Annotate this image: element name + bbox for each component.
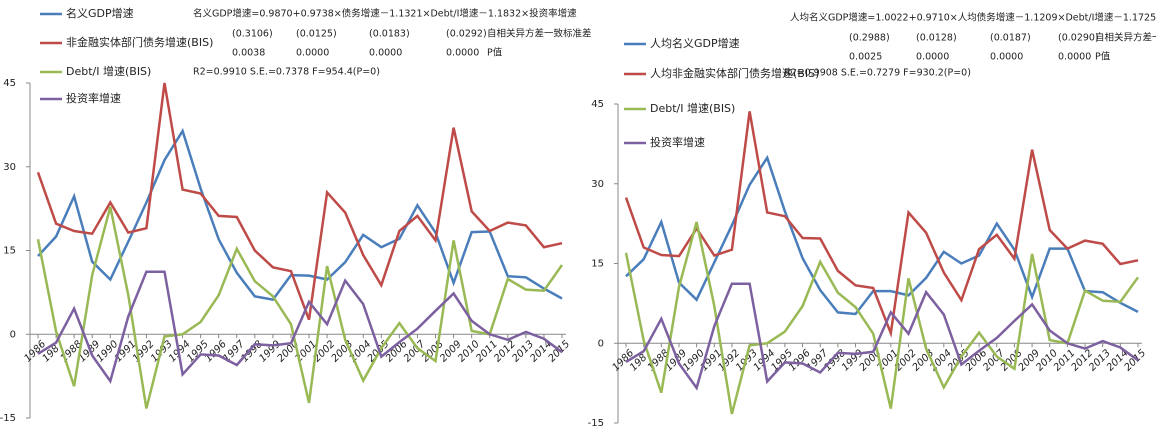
annotation: 0.0000 — [446, 48, 479, 59]
annotation: 0.0000 — [369, 48, 402, 59]
annotation: 人均名义GDP增速=1.0022+0.9710×人均债务增速－1.1209×De… — [790, 12, 1156, 24]
legend-label: Debt/I 增速(BIS) — [650, 101, 735, 115]
series-line — [36, 206, 564, 409]
annotation: (0.0290) — [1058, 33, 1099, 44]
annotation: 0.0038 — [232, 48, 265, 59]
series-line — [624, 111, 1139, 338]
y-tick-label: -15 — [0, 413, 16, 424]
y-tick-label: 15 — [3, 246, 16, 257]
annotation: (0.0187) — [990, 33, 1031, 44]
annotation: P值 — [1095, 51, 1111, 63]
legend-label: 名义GDP增速 — [66, 6, 134, 20]
annotation: (0.3106) — [232, 29, 273, 40]
y-tick-label: 45 — [591, 99, 604, 110]
annotation: (0.2988) — [849, 33, 890, 44]
legend-label: 人均名义GDP增速 — [650, 36, 740, 50]
series-line — [37, 270, 563, 384]
annotation: R2=0.9910 S.E.=0.7378 F=954.4(P=0) — [193, 67, 380, 78]
legend-label: Debt/I 增速(BIS) — [66, 64, 151, 78]
y-tick-label: 15 — [591, 259, 604, 270]
series-line — [625, 282, 1139, 391]
y-tick-label: -15 — [588, 418, 604, 429]
annotation: R2=0.9908 S.E.=0.7279 F=930.2(P=0) — [784, 68, 971, 79]
y-tick-label: 45 — [3, 78, 16, 89]
legend-label: 投资率增速 — [66, 91, 121, 105]
y-tick-label: 0 — [598, 338, 604, 349]
series-line — [625, 154, 1139, 316]
annotation: 自相关异方差一致标准差 — [1095, 32, 1156, 44]
annotation: 自相关异方差一致标准差 — [487, 28, 592, 40]
annotation: 0.0025 — [849, 52, 882, 63]
annotation: (0.0292) — [446, 29, 487, 40]
y-tick-label: 0 — [10, 329, 16, 340]
y-tick-label: 30 — [3, 162, 16, 173]
annotation: (0.0125) — [296, 29, 337, 40]
legend-label: 非金融实体部门债务增速(BIS) — [66, 35, 213, 49]
series-line — [624, 221, 1140, 415]
annotation: 0.0000 — [1058, 52, 1091, 63]
annotation: 0.0000 — [916, 52, 949, 63]
annotation: 0.0000 — [296, 48, 329, 59]
annotation: (0.0128) — [916, 33, 957, 44]
annotation: 0.0000 — [990, 52, 1023, 63]
annotation: (0.0183) — [369, 29, 410, 40]
series-line — [36, 82, 563, 321]
annotation: P值 — [487, 47, 503, 59]
annotation: 名义GDP增速=0.9870+0.9738×债务增速－1.1321×Debt/I… — [193, 8, 577, 20]
legend-label: 人均非金融实体部门债务增速(BIS) — [650, 66, 819, 80]
y-tick-label: 30 — [591, 179, 604, 190]
series-line — [37, 128, 563, 301]
legend-label: 投资率增速 — [650, 135, 705, 149]
